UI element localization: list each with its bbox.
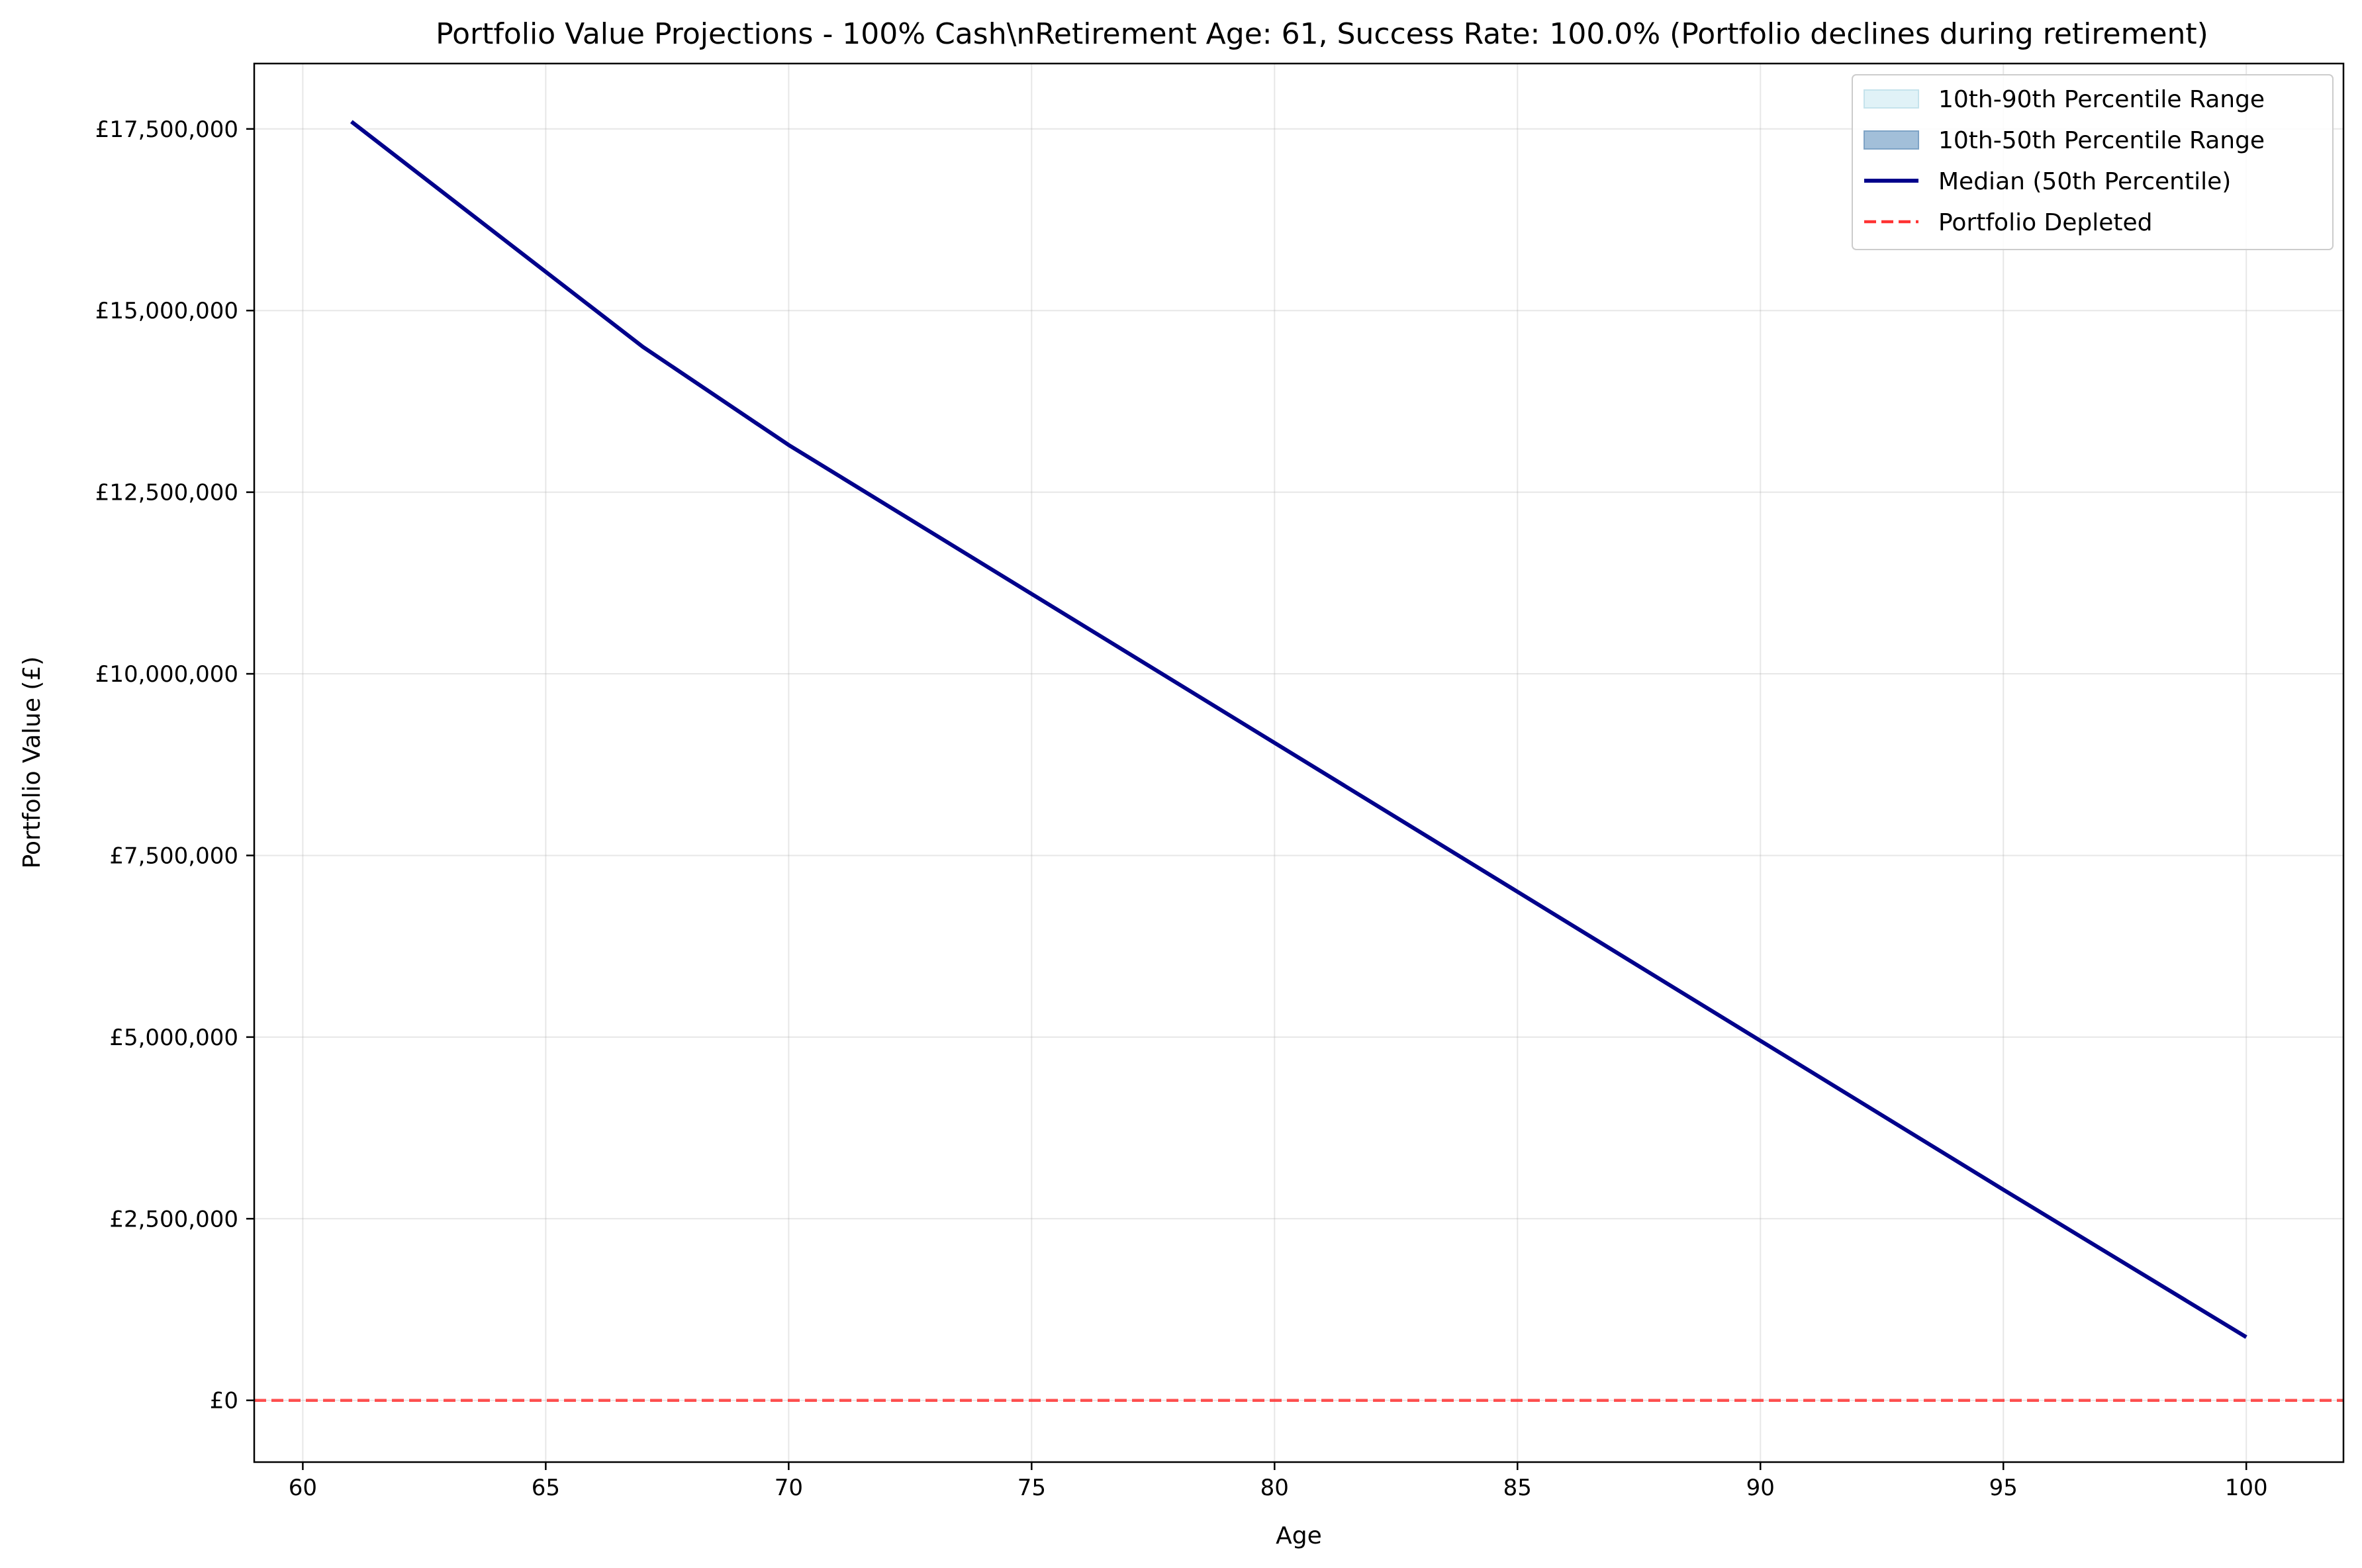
legend-label: 10th-90th Percentile Range bbox=[1938, 86, 2265, 113]
x-tick-label: 65 bbox=[532, 1475, 560, 1501]
y-tick-label: £12,500,000 bbox=[95, 480, 238, 506]
plot-marks bbox=[254, 120, 2343, 1402]
y-axis: £0 £2,500,000 £5,000,000 £7,500,000 £10,000,… bbox=[95, 116, 254, 1414]
x-tick-label: 75 bbox=[1017, 1475, 1046, 1501]
median-series-line bbox=[350, 120, 2247, 1339]
legend: 10th-90th Percentile Range 10th-50th Perc… bbox=[1852, 74, 2334, 250]
x-tick-label: 60 bbox=[289, 1475, 317, 1501]
y-axis-label: Portfolio Value (£) bbox=[19, 657, 46, 869]
x-tick-label: 80 bbox=[1260, 1475, 1289, 1501]
chart-title: Portfolio Value Projections - 100% Cash\… bbox=[436, 17, 2208, 51]
x-tick-label: 90 bbox=[1746, 1475, 1775, 1501]
y-tick-label: £0 bbox=[210, 1388, 238, 1414]
y-tick-label: £10,000,000 bbox=[95, 661, 238, 688]
y-tick-label: £17,500,000 bbox=[95, 116, 238, 143]
legend-label: 10th-50th Percentile Range bbox=[1938, 127, 2265, 154]
legend-label: Median (50th Percentile) bbox=[1938, 168, 2231, 195]
plot-frame bbox=[253, 62, 2345, 1463]
x-tick-label: 100 bbox=[2225, 1475, 2268, 1501]
legend-swatch-patch bbox=[1864, 130, 1919, 150]
legend-label: Portfolio Depleted bbox=[1938, 209, 2153, 236]
x-tick-label: 95 bbox=[1989, 1475, 2018, 1501]
legend-box bbox=[1852, 74, 2334, 250]
x-axis: 60 65 70 75 80 85 90 95 100 bbox=[289, 1462, 2268, 1501]
x-tick-label: 85 bbox=[1503, 1475, 1532, 1501]
x-tick-label: 70 bbox=[775, 1475, 803, 1501]
x-axis-label: Age bbox=[1276, 1522, 1322, 1549]
y-tick-label: £5,000,000 bbox=[109, 1025, 238, 1051]
y-tick-label: £2,500,000 bbox=[109, 1206, 238, 1232]
y-tick-label: £7,500,000 bbox=[109, 843, 238, 869]
y-tick-label: £15,000,000 bbox=[95, 298, 238, 324]
legend-swatch-patch bbox=[1864, 89, 1919, 109]
